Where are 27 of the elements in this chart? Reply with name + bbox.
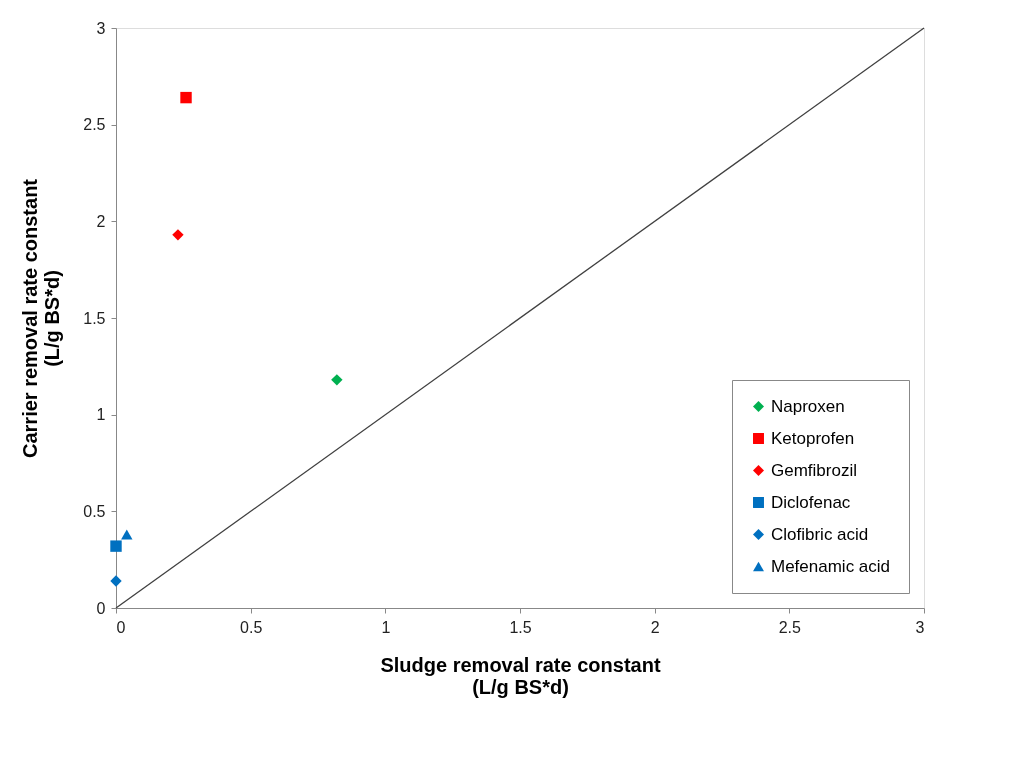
point	[110, 540, 122, 552]
legend-label: Diclofenac	[771, 492, 851, 512]
legend-label: Mefenamic acid	[771, 556, 891, 576]
y-tick-label: 0.5	[83, 502, 106, 520]
y-tick-label: 2	[96, 212, 106, 230]
y-axis-title: Carrier removal rate constant (L/g BS*d)	[19, 178, 64, 459]
point	[180, 91, 192, 104]
legend-label: Naproxen	[771, 396, 845, 416]
x-tick-label: 0.5	[240, 618, 263, 636]
point	[331, 374, 343, 386]
x-tick-label: 1	[381, 618, 391, 636]
x-tick-label: 2.5	[778, 618, 802, 636]
x-tick-label: 1.5	[509, 618, 532, 636]
point	[172, 229, 184, 241]
y-tick-label: 1.5	[83, 309, 106, 327]
x-tick-label: 0	[116, 618, 126, 636]
x-tick-label: 3	[915, 618, 925, 636]
y-tick-label: 2.5	[83, 116, 106, 134]
y-tick-label: 3	[96, 19, 106, 37]
point	[110, 575, 122, 587]
x-axis-title: Sludge removal rate constant (L/g BS*d)	[380, 653, 661, 698]
legend-label: Gemfibrozil	[771, 460, 857, 480]
y-tick-label: 0	[96, 599, 106, 617]
legend-label: Clofibric acid	[771, 524, 869, 544]
x-tick-label: 2	[650, 618, 660, 636]
legend-label: Ketoprofen	[771, 428, 855, 448]
y-tick-label: 1	[96, 406, 106, 424]
